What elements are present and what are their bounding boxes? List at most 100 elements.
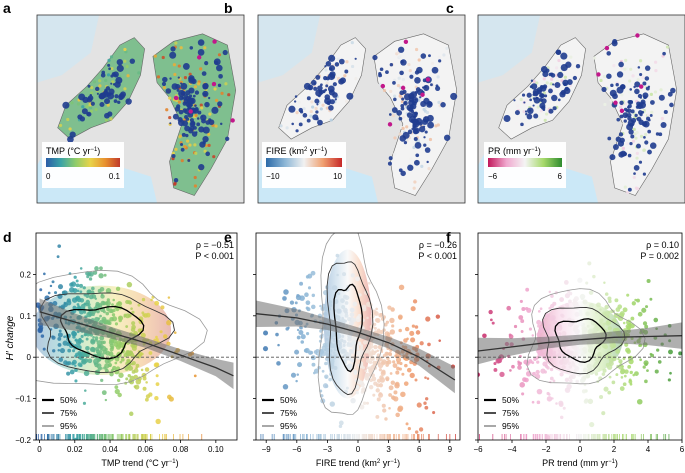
map-site-dot xyxy=(514,110,520,116)
scatter-point xyxy=(568,374,574,380)
scatter-point xyxy=(587,261,592,266)
scatter-point xyxy=(117,315,124,321)
legend-tmp-title: TMP (°C yr−1) xyxy=(46,146,100,156)
scatter-point xyxy=(349,349,353,352)
map-pixel xyxy=(631,74,635,78)
scatter-point xyxy=(154,300,160,306)
scatter-point xyxy=(135,366,138,370)
map-pixel xyxy=(297,100,301,104)
scatter-point xyxy=(605,355,610,360)
map-site-dot xyxy=(550,73,556,78)
scatter-point xyxy=(404,363,408,368)
scatter-point xyxy=(85,337,89,341)
scatter-point xyxy=(394,354,399,359)
scatter-point xyxy=(592,274,596,279)
map-site-dot xyxy=(410,91,418,98)
map-site-dot xyxy=(647,85,651,88)
map-pixel xyxy=(90,85,94,90)
map-pixel xyxy=(177,100,182,104)
map-pixel xyxy=(397,76,401,80)
scatter-point xyxy=(356,316,360,320)
map-site-dot xyxy=(560,52,568,60)
scatter-point xyxy=(49,284,53,288)
map-site-dot xyxy=(392,81,396,85)
map-highlight-dot xyxy=(619,108,625,114)
scatter-point xyxy=(116,378,121,383)
scatter-point xyxy=(57,284,64,290)
map-site-dot xyxy=(409,74,414,79)
map-site-dot xyxy=(325,61,332,67)
map-pixel xyxy=(398,54,402,59)
scatter-point xyxy=(558,402,564,408)
scatter-point xyxy=(299,281,304,286)
map-site-dot xyxy=(162,76,168,83)
map-site-dot xyxy=(431,66,439,74)
scatter-point xyxy=(296,373,299,376)
scatter-point xyxy=(407,426,411,431)
scatter-point xyxy=(381,403,386,408)
map-site-dot xyxy=(526,113,533,120)
map-pixel xyxy=(109,55,114,59)
map-site-dot xyxy=(318,94,321,98)
scatter-point xyxy=(96,360,100,363)
map-site-dot xyxy=(385,70,389,75)
scatter-point xyxy=(42,347,46,351)
map-pixel xyxy=(634,136,638,140)
scatter-point xyxy=(40,334,45,338)
map-site-dot xyxy=(87,84,91,88)
map-pixel xyxy=(336,57,340,61)
confidence-band xyxy=(256,300,455,394)
scatter-point xyxy=(129,375,135,381)
map-pixel xyxy=(279,124,283,128)
map-pixel xyxy=(81,105,85,109)
map-site-dot xyxy=(627,116,632,121)
map-pixel xyxy=(70,101,74,105)
scatter-point xyxy=(344,313,349,318)
map-site-dot xyxy=(90,101,95,106)
scatter-point xyxy=(585,373,591,379)
scatter-point xyxy=(637,311,643,317)
scatter-point xyxy=(351,317,357,323)
map-site-dot xyxy=(618,132,624,137)
scatter-point xyxy=(596,302,601,308)
scatter-point xyxy=(371,349,374,352)
map-site-dot xyxy=(428,54,431,58)
scatter-point xyxy=(603,281,606,284)
scatter-point xyxy=(287,326,290,330)
map-site-dot xyxy=(194,90,200,95)
map-site-dot xyxy=(526,92,532,98)
map-site-dot xyxy=(572,75,578,81)
map-site-dot xyxy=(646,116,651,121)
map-site-dot xyxy=(295,129,299,133)
scatter-point xyxy=(98,349,103,354)
map-highlight-dot xyxy=(635,33,640,38)
scatter-point xyxy=(546,396,553,402)
scatter-point xyxy=(379,330,384,335)
scatter-point xyxy=(325,337,329,341)
scatter-point xyxy=(385,376,390,381)
scatter-point xyxy=(310,355,316,361)
map-site-dot xyxy=(319,89,323,93)
map-pixel xyxy=(98,79,102,83)
scatter-point xyxy=(125,325,129,328)
scatter-point xyxy=(555,402,558,405)
map-site-dot xyxy=(181,132,186,137)
scatter-point xyxy=(66,298,71,303)
scatter-point xyxy=(336,308,341,314)
map-pixel xyxy=(302,106,306,111)
map-pixel xyxy=(110,66,114,71)
scatter-point xyxy=(358,380,363,385)
map-site-dot xyxy=(542,108,546,111)
map-pixel xyxy=(104,118,109,122)
scatter-point xyxy=(92,336,95,339)
scatter-point xyxy=(97,344,101,349)
map-site-dot xyxy=(413,159,420,166)
map-site-dot xyxy=(177,119,185,127)
scatter-point xyxy=(375,307,378,311)
map-site-dot xyxy=(379,67,384,72)
map-site-dot xyxy=(609,154,616,161)
map-site-dot xyxy=(322,89,326,93)
map-site-dot xyxy=(177,76,180,79)
map-highlight-dot xyxy=(639,84,644,89)
